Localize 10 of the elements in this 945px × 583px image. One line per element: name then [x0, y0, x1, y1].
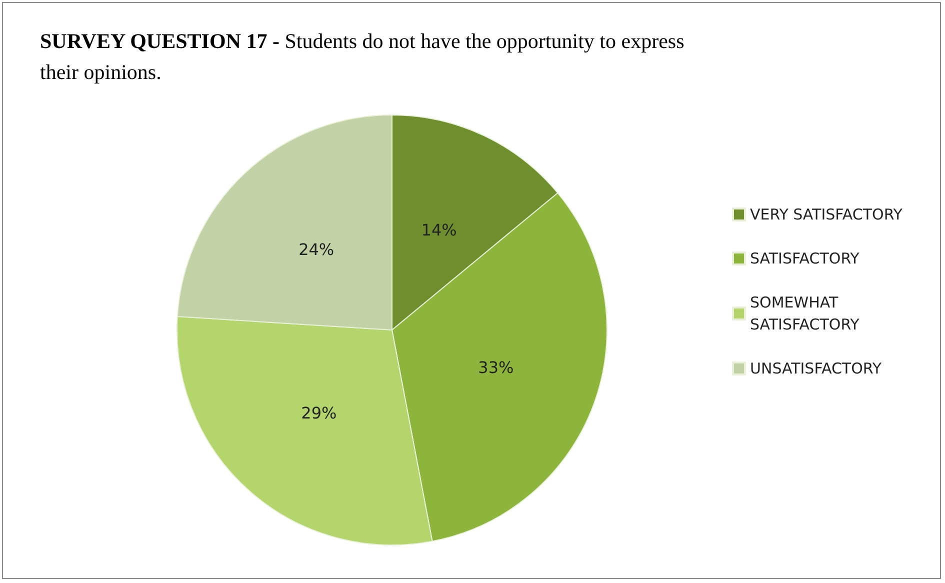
- category-label: SOMEWHAT: [750, 294, 838, 312]
- legend-label: VERY SATISFACTORY: [750, 206, 904, 224]
- legend-label: UNSATISFACTORY: [750, 360, 882, 378]
- data-label: 14%: [421, 220, 457, 240]
- slice-label: SATISFACTORY: [750, 316, 860, 334]
- data-label: 33%: [478, 358, 514, 377]
- chart-title: SURVEY QUESTION 17 - Students do not have the opportunity to express their opinions.: [40, 29, 684, 84]
- data-label: 24%: [298, 240, 334, 259]
- legend-label: SATISFACTORY: [750, 250, 860, 268]
- data-label: 29%: [301, 403, 337, 422]
